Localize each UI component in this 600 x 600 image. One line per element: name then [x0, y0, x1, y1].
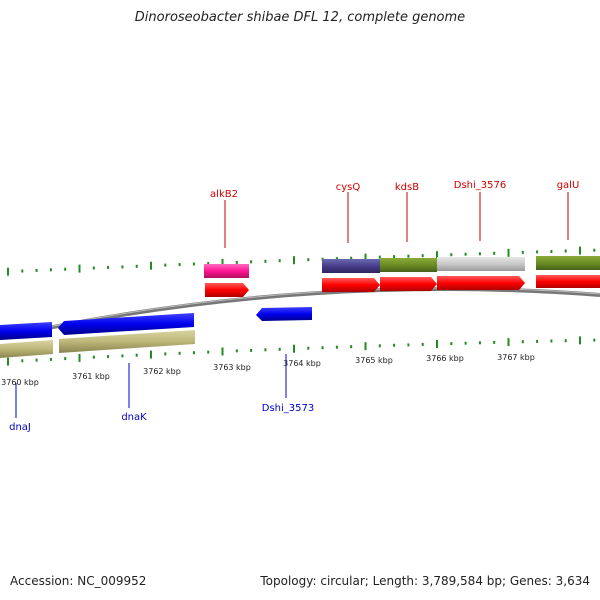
cds-arrow-dnaK [58, 313, 194, 335]
cds-arrow-Dshi_3573 [256, 307, 312, 321]
feature-box-alkB2 [204, 264, 249, 278]
tick-label-3765: 3765 kbp [355, 356, 393, 365]
cds-arrow-dnaJ [0, 322, 52, 340]
cds-arrow-cysQ [322, 278, 380, 292]
top-tick-row [7, 246, 596, 276]
cds-arrow-kdsB [380, 277, 437, 291]
tick-label-3766: 3766 kbp [426, 354, 464, 363]
tick-label-3767: 3767 kbp [497, 353, 535, 362]
gene-label-alkB2[interactable]: alkB2 [210, 189, 238, 200]
tick-label-3764: 3764 kbp [283, 359, 321, 368]
tick-label-3761: 3761 kbp [72, 372, 110, 381]
feature-box-dnaJ [0, 340, 53, 358]
tick-label-3763: 3763 kbp [213, 363, 251, 372]
cds-arrow-galU [536, 275, 600, 288]
feature-box-dnaK [59, 330, 195, 353]
bottom-tick-row [7, 336, 596, 366]
gene-label-Dshi_3573[interactable]: Dshi_3573 [262, 403, 314, 414]
genome-title: Dinoroseobacter shibae DFL 12, complete … [134, 10, 466, 25]
tick-label-3762: 3762 kbp [143, 367, 181, 376]
feature-box-galU [536, 256, 600, 270]
gene-label-dnaK[interactable]: dnaK [121, 412, 147, 423]
feature-box-Dshi_3576 [437, 257, 525, 271]
gene-label-cysQ[interactable]: cysQ [336, 182, 361, 193]
gene-label-dnaJ[interactable]: dnaJ [9, 422, 31, 433]
tick-label-3760: 3760 kbp [1, 378, 39, 387]
feature-box-kdsB [380, 258, 437, 272]
accession-text: Accession: NC_009952 [10, 574, 147, 588]
feature-box-cysQ [322, 259, 380, 273]
cds-arrow-alkB2 [205, 283, 249, 297]
gene-label-kdsB[interactable]: kdsB [395, 182, 419, 193]
genome-summary-text: Topology: circular; Length: 3,789,584 bp… [260, 574, 590, 588]
gene-label-galU[interactable]: galU [557, 180, 580, 191]
gene-label-Dshi_3576[interactable]: Dshi_3576 [454, 180, 506, 191]
cds-arrow-Dshi_3576 [437, 276, 525, 290]
